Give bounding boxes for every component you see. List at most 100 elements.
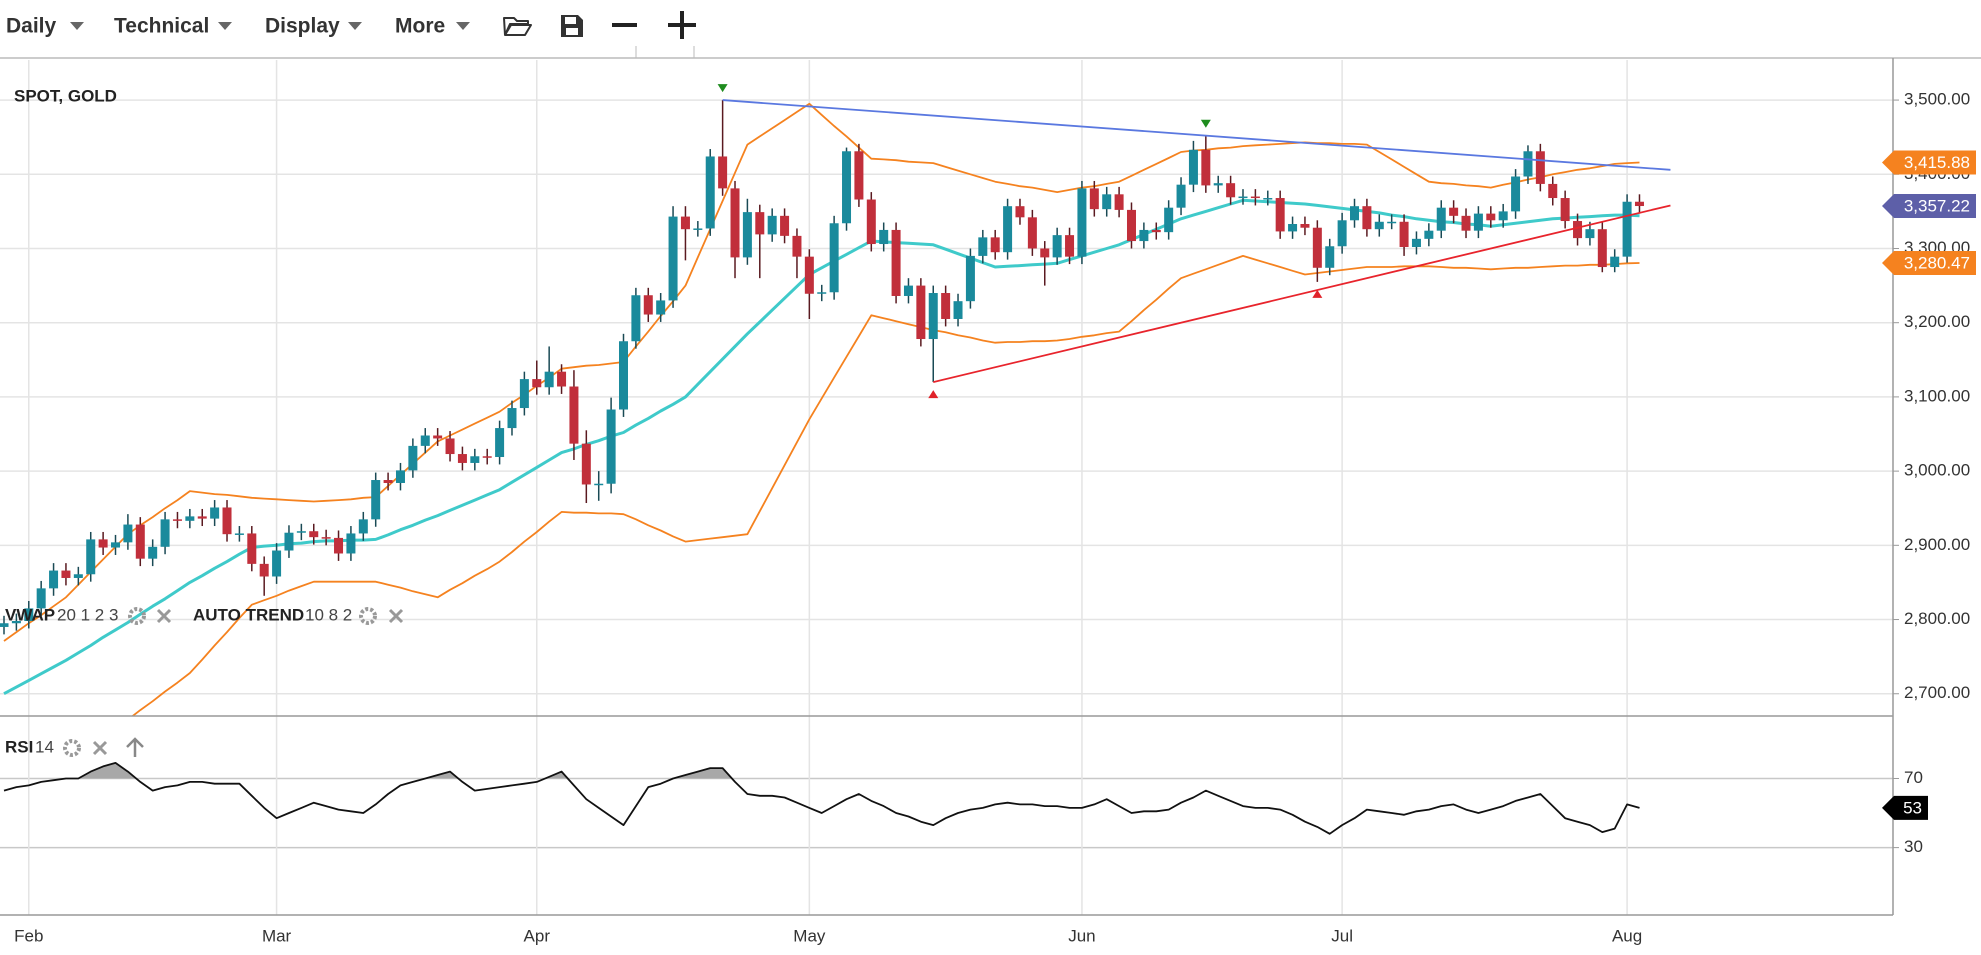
candle-body	[1511, 176, 1521, 212]
candle-body	[1585, 229, 1595, 239]
menu-caret[interactable]	[456, 22, 470, 30]
candle-body	[767, 215, 777, 235]
menu-caret[interactable]	[218, 22, 232, 30]
menu-more[interactable]: More	[395, 15, 445, 38]
rsi-title: RSI	[5, 737, 33, 756]
candle-body	[1362, 206, 1372, 230]
candle-body	[346, 533, 356, 554]
candle-body	[1126, 209, 1136, 242]
menu-display[interactable]: Display	[265, 15, 340, 38]
y-tick-label: 3,000.00	[1904, 461, 1970, 480]
remove-icon[interactable]	[388, 608, 404, 624]
menu-caret[interactable]	[70, 22, 84, 30]
candle-body	[569, 386, 579, 444]
pivot-marker	[717, 84, 728, 93]
settings-icon[interactable]	[128, 607, 146, 625]
price-badge-label: 3,280.47	[1904, 253, 1970, 272]
y-tick-label: 3,100.00	[1904, 386, 1970, 405]
candle-body	[1411, 238, 1421, 248]
candle-body	[1188, 149, 1198, 185]
candle-body	[953, 301, 963, 319]
candle-body	[49, 570, 59, 589]
candle-body	[1634, 201, 1644, 207]
save-icon-detail	[565, 17, 576, 24]
candle-body	[111, 542, 121, 548]
x-tick-label: Feb	[14, 926, 43, 945]
menu-caret[interactable]	[348, 22, 362, 30]
candle-body	[358, 519, 368, 534]
remove-icon[interactable]	[92, 740, 108, 756]
settings-icon[interactable]	[63, 739, 81, 757]
candle-body	[36, 588, 46, 609]
candle-body	[24, 608, 34, 622]
candle-body	[730, 188, 740, 258]
y-tick-label: 2,700.00	[1904, 683, 1970, 702]
candle-body	[1350, 206, 1360, 221]
candle-body	[631, 295, 641, 342]
y-tick-label: 2,900.00	[1904, 535, 1970, 554]
toolbar: Daily Technical Display More	[0, 11, 1981, 59]
move-up-icon[interactable]	[126, 737, 144, 757]
candle-body	[1201, 149, 1211, 186]
candle-body	[532, 379, 542, 388]
menu-technical[interactable]: Technical	[114, 15, 209, 38]
candle-body	[1250, 196, 1260, 199]
candle-body	[1015, 206, 1025, 218]
price-badge	[1882, 194, 1976, 219]
save-icon-detail	[566, 28, 578, 35]
candle-body	[371, 480, 381, 520]
open-icon[interactable]	[503, 17, 532, 36]
y-tick-label: 3,500.00	[1904, 90, 1970, 109]
candle-body	[11, 621, 21, 624]
menu-daily[interactable]: Daily	[6, 15, 57, 38]
legends: SPOT, GOLD VWAP 20 1 2 3 AUTO TREND 10 8…	[5, 86, 404, 757]
zoom-in-icon[interactable]	[668, 11, 696, 39]
candle-body	[284, 532, 294, 551]
candle-body	[965, 255, 975, 302]
candle-body	[978, 237, 988, 256]
candle-body	[1424, 230, 1434, 239]
candle-body	[1288, 224, 1298, 232]
price-badge	[1882, 150, 1976, 175]
rsi-badge-label: 53	[1903, 798, 1922, 817]
candle-body	[1226, 183, 1236, 198]
candle-body	[1300, 224, 1310, 228]
candle-body	[1164, 207, 1174, 233]
candle-body	[656, 300, 666, 315]
candle-body	[941, 293, 951, 319]
candle-body	[619, 341, 628, 410]
rsi-panel	[3, 762, 1640, 835]
candle-body	[990, 237, 1000, 253]
candle-body	[1622, 201, 1632, 257]
candle-body	[1461, 215, 1471, 231]
candle-body	[296, 531, 306, 533]
indicator-params: 10 8 2	[305, 605, 352, 624]
candle-body	[1548, 183, 1558, 199]
candle-body	[1213, 183, 1223, 186]
candle-body	[1114, 194, 1124, 210]
candle-body	[1337, 220, 1347, 247]
candle-body	[86, 539, 96, 575]
candle-body	[903, 285, 913, 296]
badges: 3,415.88 3,280.47 3,357.22 53	[1882, 150, 1976, 820]
remove-icon[interactable]	[156, 608, 172, 624]
candle-body	[1263, 198, 1273, 200]
candle-body	[197, 516, 207, 519]
zoom-out-icon[interactable]	[612, 23, 637, 27]
candle-body	[804, 256, 814, 294]
candle-body	[916, 285, 926, 340]
settings-icon[interactable]	[359, 607, 377, 625]
x-tick-label: Jul	[1331, 926, 1353, 945]
candle-body	[1573, 221, 1583, 239]
price-panel	[0, 84, 1671, 716]
candle-body	[272, 550, 282, 577]
price-badge-label: 3,357.22	[1904, 197, 1970, 216]
candle-body	[1065, 235, 1075, 257]
candle-body	[420, 435, 430, 446]
candle-body	[718, 156, 728, 189]
candle-body	[1610, 256, 1620, 268]
candle-body	[1486, 213, 1496, 221]
candle-body	[842, 151, 852, 224]
